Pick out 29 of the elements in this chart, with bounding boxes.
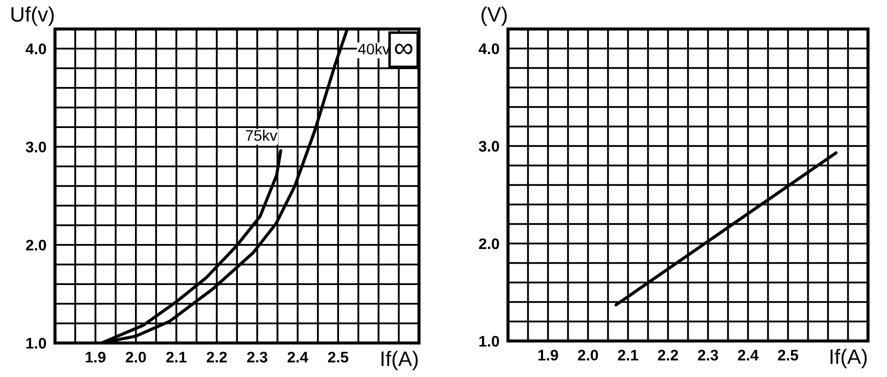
y-tick-label: 2.0 xyxy=(26,240,46,251)
x-tick-label: 2.0 xyxy=(578,350,598,361)
y-tick-label: 3.0 xyxy=(478,140,500,152)
x-tick-label: 2.2 xyxy=(206,352,227,362)
x-tick-label: 2.3 xyxy=(698,350,718,361)
annotation: ∞ xyxy=(394,44,412,54)
x-tick-label: 2.5 xyxy=(778,350,798,361)
x-axis-title: If(A) xyxy=(830,348,867,368)
y-tick-label: 2.0 xyxy=(478,238,500,250)
y-axis-title: Uf(v) xyxy=(11,6,54,26)
series-label: 75kv xyxy=(246,130,278,141)
x-tick-label: 1.9 xyxy=(86,352,106,363)
y-tick-label: 4.0 xyxy=(478,43,500,54)
x-tick-label: 2.1 xyxy=(618,350,638,360)
x-tick-label: 2.4 xyxy=(288,352,308,362)
x-tick-label: 2.3 xyxy=(247,352,268,363)
y-tick-label: 1.0 xyxy=(26,338,46,349)
y-tick-label: 1.0 xyxy=(479,336,500,347)
legend-label: 40kv xyxy=(358,43,390,55)
x-tick-label: 1.9 xyxy=(538,350,558,361)
x-tick-label: 2.1 xyxy=(166,352,187,362)
y-tick-label: 3.0 xyxy=(26,142,46,152)
x-tick-label: 2.5 xyxy=(328,352,348,363)
y-tick-label: 4.0 xyxy=(26,43,46,54)
x-axis-title: If(A) xyxy=(382,350,418,370)
y-axis-title: (V) xyxy=(482,6,507,26)
x-tick-label: 2.0 xyxy=(126,352,146,363)
x-tick-label: 2.2 xyxy=(658,350,678,360)
x-tick-label: 2.4 xyxy=(738,350,759,360)
